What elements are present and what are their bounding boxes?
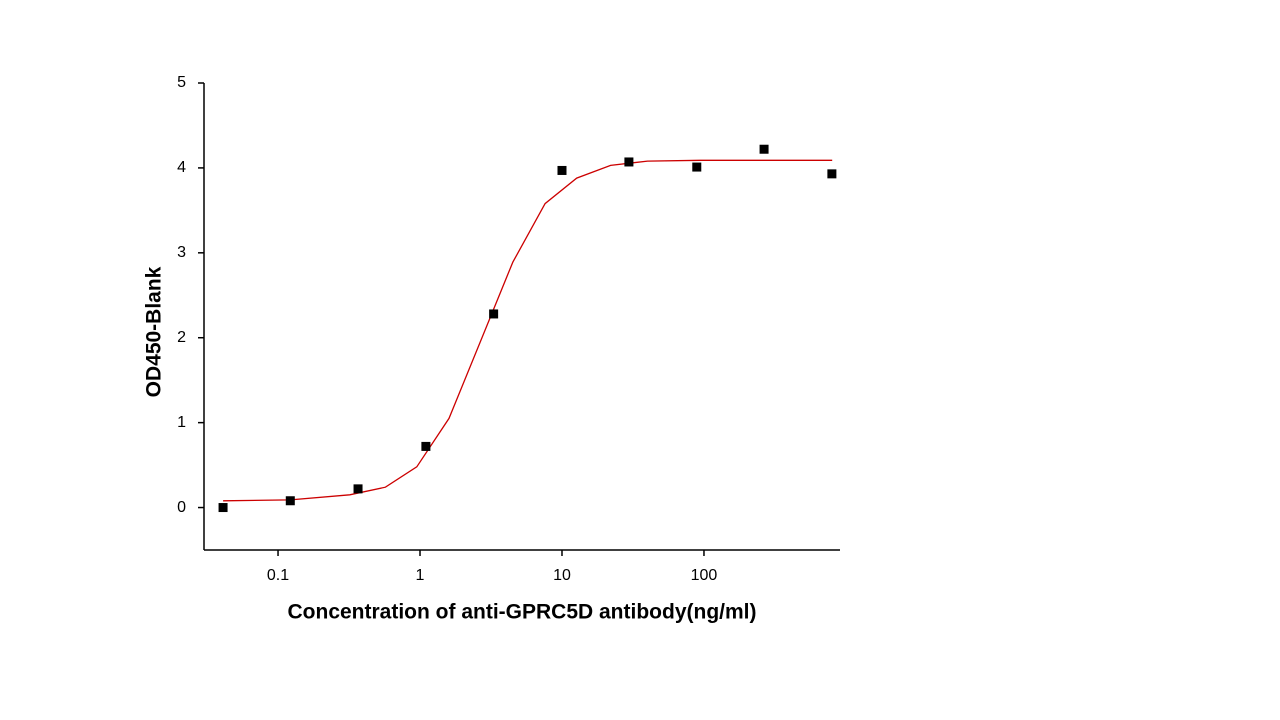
data-point [692,162,702,172]
y-tick-label: 5 [177,74,186,91]
y-tick-label: 3 [177,244,186,261]
y-tick-label: 4 [177,159,186,176]
x-tick-label: 1 [416,567,425,584]
data-point [489,309,499,319]
data-point [421,441,431,451]
y-tick-label: 2 [177,329,186,346]
x-tick-label: 100 [691,567,718,584]
data-point [285,496,295,506]
x-tick-label: 0.1 [267,567,289,584]
fit-curve [223,159,833,502]
data-point [624,157,634,167]
data-point [759,144,769,154]
data-point [557,165,567,175]
x-axis-title: Concentration of anti-GPRC5D antibody(ng… [288,601,757,624]
data-point [353,484,363,494]
y-axis-title: OD450-Blank [143,266,166,397]
data-point [218,503,228,513]
data-point [827,169,837,179]
x-tick-label: 10 [553,567,571,584]
y-tick-label: 1 [177,414,186,431]
y-tick-label: 0 [177,499,186,516]
